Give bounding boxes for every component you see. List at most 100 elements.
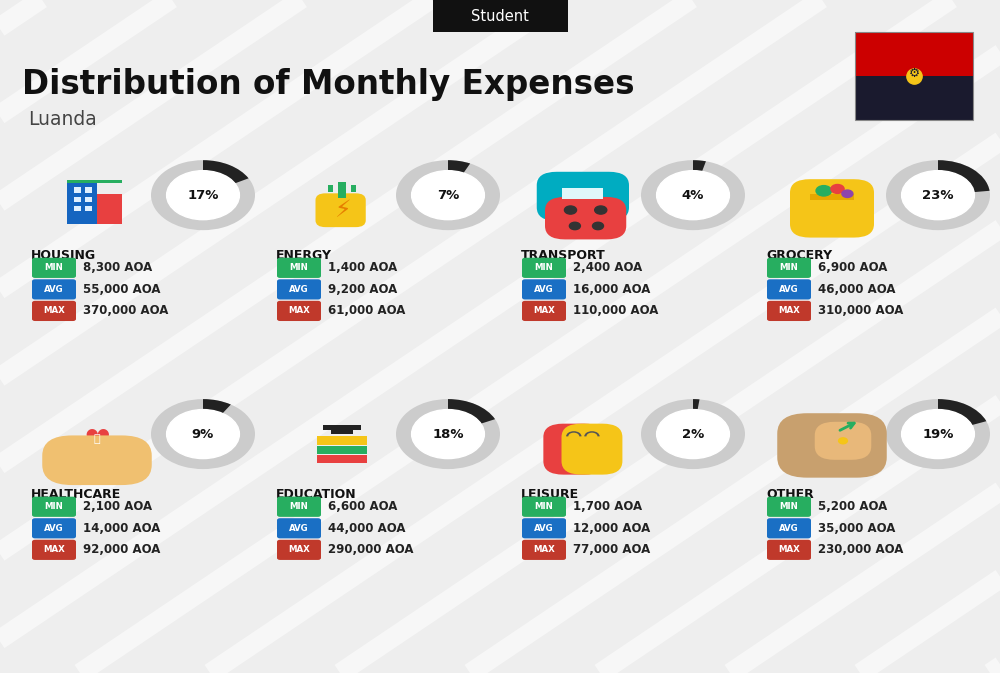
Wedge shape xyxy=(886,160,990,230)
Text: ENERGY: ENERGY xyxy=(276,249,332,262)
Text: 6,600 AOA: 6,600 AOA xyxy=(328,500,397,513)
Text: LEISURE: LEISURE xyxy=(521,488,579,501)
Text: HEALTHCARE: HEALTHCARE xyxy=(31,488,121,501)
Text: ⚙: ⚙ xyxy=(908,67,920,80)
FancyBboxPatch shape xyxy=(277,540,321,560)
Text: 46,000 AOA: 46,000 AOA xyxy=(818,283,896,296)
Text: GROCERY: GROCERY xyxy=(766,249,832,262)
Wedge shape xyxy=(886,399,990,469)
Text: ❤: ❤ xyxy=(84,426,110,456)
Text: AVG: AVG xyxy=(44,285,64,294)
Wedge shape xyxy=(396,399,500,469)
FancyBboxPatch shape xyxy=(562,424,622,474)
Text: 77,000 AOA: 77,000 AOA xyxy=(573,543,650,557)
FancyBboxPatch shape xyxy=(323,425,361,431)
Wedge shape xyxy=(584,431,600,436)
Text: TRANSPORT: TRANSPORT xyxy=(521,249,606,262)
Text: 370,000 AOA: 370,000 AOA xyxy=(83,304,168,318)
Text: 110,000 AOA: 110,000 AOA xyxy=(573,304,658,318)
FancyBboxPatch shape xyxy=(74,206,80,211)
Circle shape xyxy=(902,410,974,458)
Text: 19%: 19% xyxy=(922,427,954,441)
Text: 2,400 AOA: 2,400 AOA xyxy=(573,261,642,275)
Text: 17%: 17% xyxy=(187,188,219,202)
FancyBboxPatch shape xyxy=(815,422,871,460)
Circle shape xyxy=(595,206,607,214)
Text: 44,000 AOA: 44,000 AOA xyxy=(328,522,406,535)
Wedge shape xyxy=(566,431,582,436)
Circle shape xyxy=(657,410,729,458)
FancyBboxPatch shape xyxy=(777,413,887,478)
Text: Student: Student xyxy=(471,9,529,24)
Text: AVG: AVG xyxy=(534,524,554,533)
Text: 16,000 AOA: 16,000 AOA xyxy=(573,283,650,296)
Wedge shape xyxy=(396,160,500,230)
FancyBboxPatch shape xyxy=(97,194,122,224)
Text: Distribution of Monthly Expenses: Distribution of Monthly Expenses xyxy=(22,67,635,101)
Text: MAX: MAX xyxy=(43,306,65,316)
Text: 290,000 AOA: 290,000 AOA xyxy=(328,543,414,557)
Circle shape xyxy=(412,171,484,219)
FancyBboxPatch shape xyxy=(32,518,76,538)
Text: AVG: AVG xyxy=(779,285,799,294)
Text: 7%: 7% xyxy=(437,188,459,202)
Circle shape xyxy=(167,171,239,219)
Text: MIN: MIN xyxy=(45,502,63,511)
Text: MAX: MAX xyxy=(43,545,65,555)
Text: 9,200 AOA: 9,200 AOA xyxy=(328,283,397,296)
Text: AVG: AVG xyxy=(289,524,309,533)
Text: 14,000 AOA: 14,000 AOA xyxy=(83,522,160,535)
Wedge shape xyxy=(448,399,495,424)
Text: 92,000 AOA: 92,000 AOA xyxy=(83,543,160,557)
FancyBboxPatch shape xyxy=(543,424,604,474)
Text: 4%: 4% xyxy=(682,188,704,202)
Wedge shape xyxy=(641,399,745,469)
FancyBboxPatch shape xyxy=(67,184,97,224)
Text: AVG: AVG xyxy=(779,524,799,533)
FancyBboxPatch shape xyxy=(317,446,367,454)
Text: 2%: 2% xyxy=(682,427,704,441)
Text: 55,000 AOA: 55,000 AOA xyxy=(83,283,160,296)
FancyBboxPatch shape xyxy=(74,197,80,202)
FancyBboxPatch shape xyxy=(767,518,811,538)
FancyBboxPatch shape xyxy=(790,179,874,238)
Text: MAX: MAX xyxy=(288,545,310,555)
FancyBboxPatch shape xyxy=(522,279,566,299)
FancyBboxPatch shape xyxy=(855,76,973,120)
FancyBboxPatch shape xyxy=(85,206,92,211)
Wedge shape xyxy=(151,399,255,469)
Text: OTHER: OTHER xyxy=(766,488,814,501)
Text: MAX: MAX xyxy=(288,306,310,316)
FancyBboxPatch shape xyxy=(85,197,92,202)
Wedge shape xyxy=(693,160,706,172)
FancyBboxPatch shape xyxy=(316,193,366,227)
Text: MIN: MIN xyxy=(45,263,63,273)
Circle shape xyxy=(831,184,844,193)
Text: MAX: MAX xyxy=(778,306,800,316)
Text: MIN: MIN xyxy=(780,502,798,511)
FancyBboxPatch shape xyxy=(810,194,854,200)
FancyBboxPatch shape xyxy=(767,497,811,517)
Text: 61,000 AOA: 61,000 AOA xyxy=(328,304,405,318)
Circle shape xyxy=(842,190,853,197)
Circle shape xyxy=(564,206,577,214)
Text: 6,900 AOA: 6,900 AOA xyxy=(818,261,887,275)
FancyBboxPatch shape xyxy=(328,185,333,192)
Circle shape xyxy=(592,222,604,229)
FancyBboxPatch shape xyxy=(317,455,367,463)
Circle shape xyxy=(902,171,974,219)
Text: 9%: 9% xyxy=(192,427,214,441)
FancyBboxPatch shape xyxy=(277,258,321,278)
Text: EDUCATION: EDUCATION xyxy=(276,488,357,501)
Circle shape xyxy=(167,410,239,458)
Wedge shape xyxy=(203,399,231,413)
FancyBboxPatch shape xyxy=(67,180,122,184)
FancyBboxPatch shape xyxy=(42,435,152,485)
Circle shape xyxy=(569,222,580,229)
Wedge shape xyxy=(693,399,700,410)
FancyBboxPatch shape xyxy=(338,182,346,199)
Text: AVG: AVG xyxy=(44,524,64,533)
FancyBboxPatch shape xyxy=(277,518,321,538)
Wedge shape xyxy=(641,160,745,230)
FancyBboxPatch shape xyxy=(767,301,811,321)
